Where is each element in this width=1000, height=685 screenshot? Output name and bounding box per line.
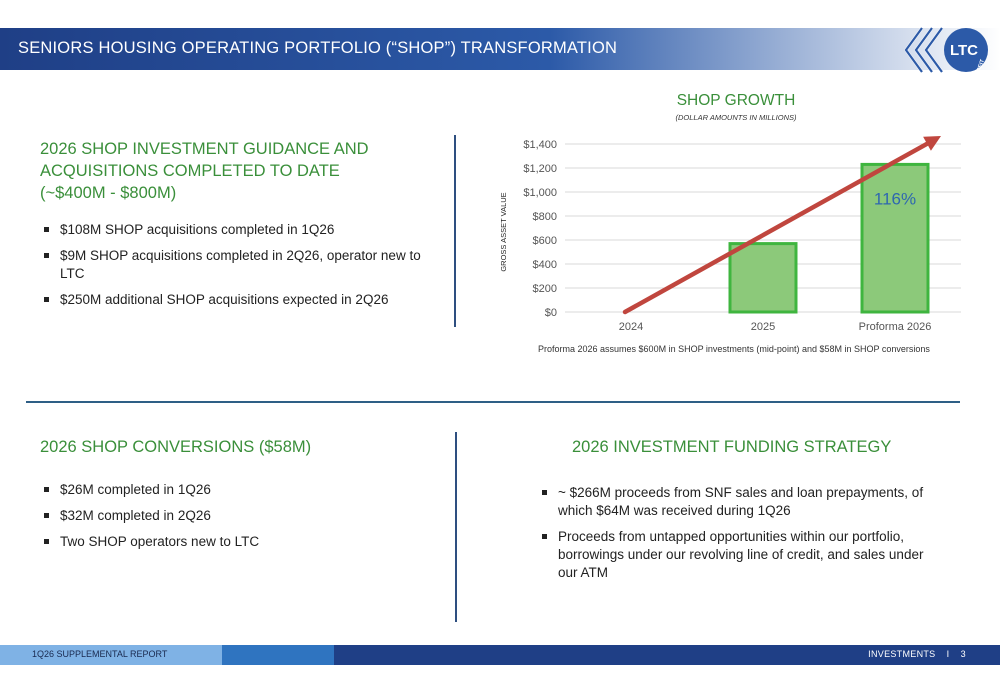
list-item: $108M SHOP acquisitions completed in 1Q2… <box>42 221 422 239</box>
list-item: $26M completed in 1Q26 <box>42 481 422 499</box>
funding-bullets: ~ $266M proceeds from SNF sales and loan… <box>540 484 940 590</box>
y-tick-label: $1,000 <box>523 187 557 199</box>
header-bar: SENIORS HOUSING OPERATING PORTFOLIO (“SH… <box>0 28 1000 70</box>
conversions-bullets: $26M completed in 1Q26 $32M completed in… <box>42 481 422 559</box>
list-item: $32M completed in 2Q26 <box>42 507 422 525</box>
list-item: $250M additional SHOP acquisitions expec… <box>42 291 422 309</box>
shop-growth-chart: $0 $200 $400 $600 $800 $1,000 $1,200 $1,400 202… <box>499 136 961 333</box>
conversions-title: 2026 SHOP CONVERSIONS ($58M) <box>40 438 312 456</box>
y-axis-label: GROSS ASSET VALUE <box>499 192 508 271</box>
y-tick-label: $800 <box>533 211 557 223</box>
guidance-title-line: (~$400M - $800M) <box>40 184 177 202</box>
y-tick-label: $1,400 <box>523 139 557 151</box>
y-tick-label: $200 <box>533 283 557 295</box>
y-tick-label: $1,200 <box>523 163 557 175</box>
trend-arrow-head <box>923 136 941 151</box>
list-item: ~ $266M proceeds from SNF sales and loan… <box>540 484 940 520</box>
chart-title: SHOP GROWTH <box>676 92 796 109</box>
y-tick-label: $0 <box>545 307 557 319</box>
divider <box>454 135 456 327</box>
guidance-title-line: 2026 SHOP INVESTMENT GUIDANCE AND <box>40 140 369 158</box>
y-tick-label: $400 <box>533 259 557 271</box>
chart-subtitle: (DOLLAR AMOUNTS IN MILLIONS) <box>675 113 797 122</box>
x-tick-label: 2024 <box>619 321 643 333</box>
ltc-logo: LTC REIT <box>904 27 988 73</box>
footer-bar: 1Q26 SUPPLEMENTAL REPORT INVESTMENTS I 3 <box>0 645 1000 665</box>
bar <box>728 242 798 314</box>
list-item: Proceeds from untapped opportunities wit… <box>540 528 940 582</box>
list-item: Two SHOP operators new to LTC <box>42 533 422 551</box>
page-title: SENIORS HOUSING OPERATING PORTFOLIO (“SH… <box>18 39 618 57</box>
funding-title: 2026 INVESTMENT FUNDING STRATEGY <box>572 438 892 456</box>
guidance-title: 2026 SHOP INVESTMENT GUIDANCE AND ACQUIS… <box>40 138 369 204</box>
x-tick-label: 2025 <box>751 321 775 333</box>
section-divider <box>26 401 960 403</box>
footer-report-label: 1Q26 SUPPLEMENTAL REPORT <box>32 649 168 659</box>
x-tick-label: Proforma 2026 <box>859 321 932 333</box>
guidance-title-line: ACQUISITIONS COMPLETED TO DATE <box>40 162 340 180</box>
growth-percent-label: 116% <box>874 189 916 208</box>
chart-footnote: Proforma 2026 assumes $600M in SHOP inve… <box>538 344 930 354</box>
divider <box>455 432 457 622</box>
logo-subtext: REIT <box>976 58 986 72</box>
trend-arrow-line <box>622 141 930 315</box>
guidance-bullets: $108M SHOP acquisitions completed in 1Q2… <box>42 221 422 317</box>
y-tick-label: $600 <box>533 235 557 247</box>
logo-text: LTC <box>950 42 978 59</box>
bar <box>860 162 930 314</box>
list-item: $9M SHOP acquisitions completed in 2Q26,… <box>42 247 422 283</box>
footer-page-label: INVESTMENTS I 3 <box>868 649 966 659</box>
